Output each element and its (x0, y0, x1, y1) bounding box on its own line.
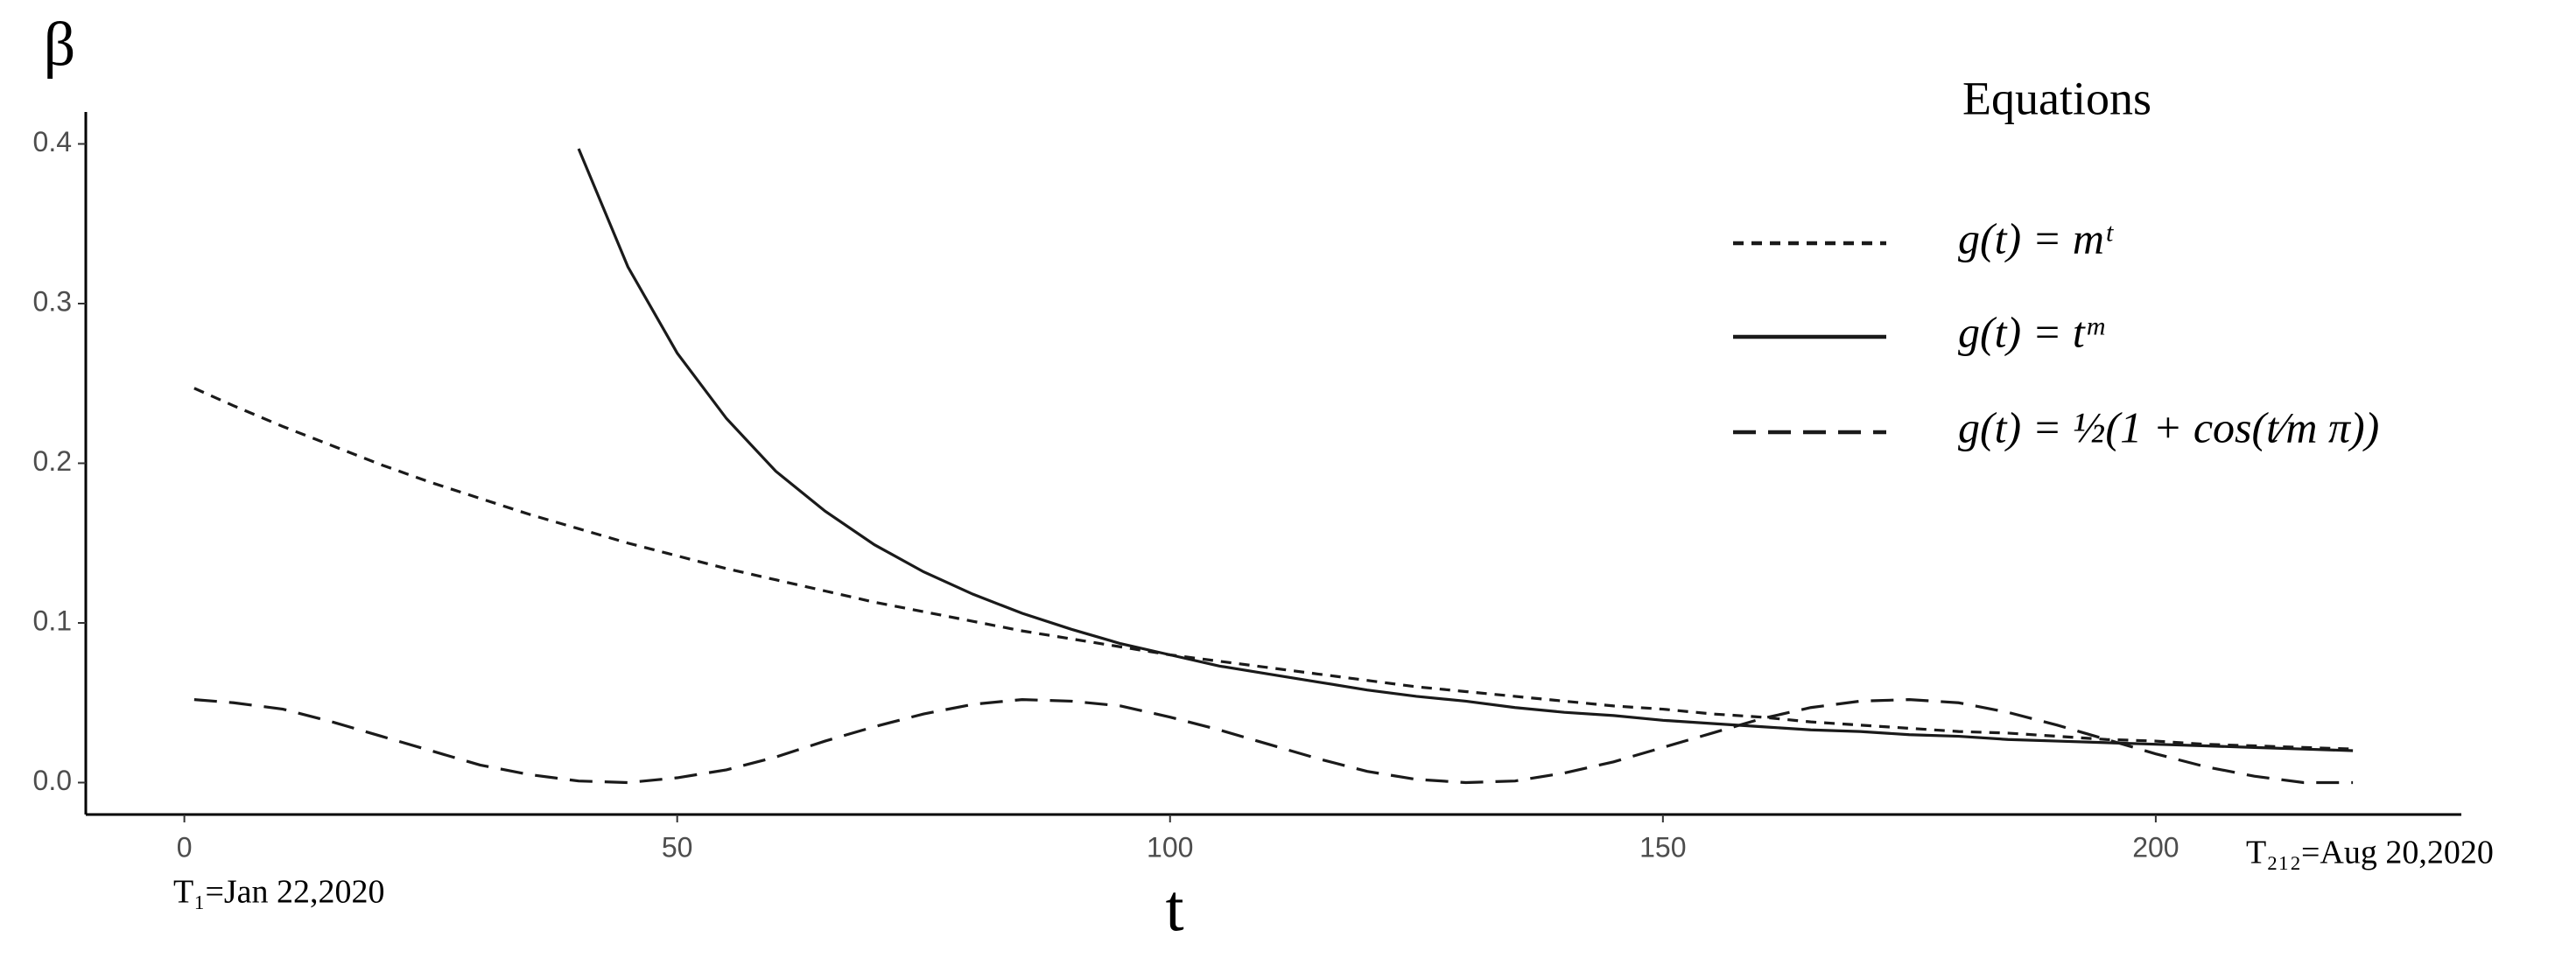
y-tick-label: 0.1 (33, 605, 72, 636)
y-tick-label: 0.4 (33, 126, 72, 157)
x-tick-label: 150 (1639, 831, 1686, 863)
y-tick-label: 0.3 (33, 285, 72, 317)
y-tick-label: 0.0 (33, 765, 72, 796)
series-line (577, 148, 2354, 752)
legend-title: Equations (1962, 72, 2151, 124)
x-annotation: T₂₁₂=Aug 20,2020 (2246, 835, 2494, 871)
x-annotation: T₁=Jan 22,2020 (173, 874, 385, 911)
y-tick-label: 0.2 (33, 445, 72, 477)
x-tick-label: 0 (177, 831, 193, 863)
series-line (193, 387, 2354, 751)
x-tick-label: 50 (662, 831, 693, 863)
series-line (193, 697, 2354, 785)
y-axis-label: β (44, 10, 76, 80)
legend-label: g(t) = mᵗ (1958, 213, 2114, 262)
x-tick-label: 200 (2132, 831, 2179, 863)
legend-label: g(t) = tᵐ (1958, 307, 2105, 356)
x-axis-label: t (1165, 871, 1183, 945)
legend-label: g(t) = ½(1 + cos(t⁄m π)) (1958, 402, 2379, 451)
x-tick-label: 100 (1147, 831, 1193, 863)
